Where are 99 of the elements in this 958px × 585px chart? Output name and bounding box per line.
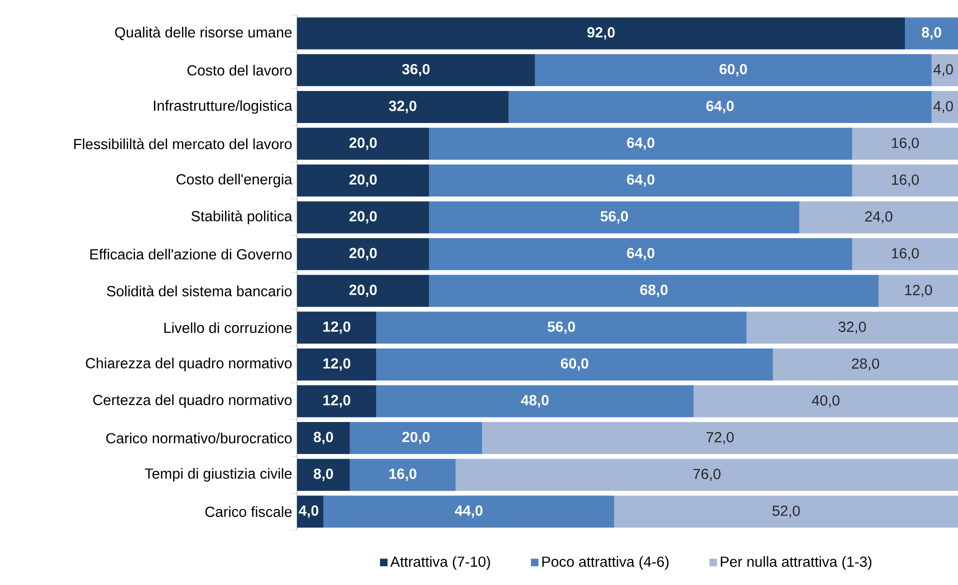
data-label: 20,0: [402, 432, 430, 444]
data-label: 64,0: [627, 248, 654, 260]
bar: [297, 496, 324, 528]
data-label: 8,0: [314, 432, 333, 444]
data-label: 4,0: [934, 100, 953, 114]
bar: [429, 201, 800, 234]
bar: [297, 201, 430, 234]
legend-label: Poco attrattiva (4-6): [542, 556, 669, 570]
bar: [297, 385, 376, 418]
data-label: 64,0: [627, 174, 654, 187]
data-label: 52,0: [772, 506, 800, 518]
y-tick-label: Stabilità politica: [191, 210, 292, 224]
data-label: 4,0: [934, 64, 953, 76]
bar: [482, 422, 958, 454]
bar: [297, 238, 430, 270]
data-label: 76,0: [693, 468, 720, 481]
bar: [456, 458, 958, 491]
data-label: 16,0: [389, 468, 416, 482]
y-tick-label: Costo del lavoro: [187, 64, 292, 76]
y-tick-label: Livello di corruzione: [164, 322, 292, 334]
bar: [746, 312, 958, 344]
bar: [350, 458, 456, 491]
bar: [905, 17, 958, 50]
data-label: 20,0: [349, 284, 377, 298]
y-tick-label: Carico normativo/burocratico: [106, 432, 292, 444]
y-tick-label: Infrastrutture/logistica: [154, 100, 292, 114]
bar: [852, 238, 958, 270]
data-label: 32,0: [388, 100, 416, 114]
bar: [852, 128, 958, 160]
y-tick-label: Flessibililtà del mercato del lavoro: [74, 138, 292, 150]
bar: [932, 90, 958, 123]
bar: [932, 54, 958, 86]
data-label: 44,0: [454, 505, 482, 518]
data-label: 12,0: [323, 358, 350, 371]
data-label: 92,0: [587, 27, 615, 40]
data-label: 32,0: [838, 322, 866, 334]
data-label: 12,0: [323, 321, 350, 334]
bar: [297, 312, 376, 344]
bar: [297, 348, 376, 380]
data-label: 48,0: [520, 395, 549, 408]
y-tick-label: Chiarezza del quadro normativo: [86, 358, 292, 372]
data-label: 20,0: [349, 138, 377, 150]
bar: [852, 164, 958, 197]
bar: [614, 496, 958, 528]
data-label: 36,0: [402, 64, 430, 76]
bar: [878, 274, 958, 307]
y-tick-label: Tempi di giustizia civile: [144, 468, 292, 482]
data-label: 20,0: [349, 211, 377, 224]
data-label: 40,0: [812, 395, 840, 408]
bar: [297, 54, 535, 86]
y-tick-label: Qualità delle risorse umane: [115, 26, 292, 40]
data-label: 64,0: [706, 100, 734, 114]
data-label: 12,0: [323, 395, 350, 408]
bar: [534, 54, 932, 86]
data-label: 64,0: [627, 138, 654, 150]
data-label: 12,0: [905, 284, 932, 297]
bar: [429, 238, 852, 270]
data-label: 56,0: [548, 321, 576, 334]
data-label: 16,0: [892, 174, 919, 187]
bar: [297, 164, 430, 197]
bar: [508, 90, 932, 123]
legend-label: Attrattiva (7-10): [390, 556, 490, 570]
data-label: 8,0: [314, 468, 333, 482]
data-label: 24,0: [865, 211, 892, 224]
bar: [799, 201, 958, 234]
data-label: 60,0: [720, 64, 747, 76]
y-tick-label: Certezza del quadro normativo: [93, 394, 292, 408]
data-label: 68,0: [640, 284, 668, 298]
y-tick-label: Costo dell'energia: [176, 174, 292, 188]
bar: [297, 128, 430, 160]
data-label: 20,0: [349, 248, 377, 260]
data-label: 28,0: [852, 358, 880, 371]
bar: [323, 496, 614, 528]
y-tick-label: Carico fiscale: [205, 506, 292, 517]
bar: [429, 274, 879, 307]
data-label: 56,0: [600, 211, 628, 224]
bar: [772, 348, 958, 380]
bar: [350, 422, 482, 454]
bar: [376, 385, 694, 418]
bar: [297, 90, 509, 123]
y-tick-label: Efficacia dell'azione di Governo: [90, 248, 292, 260]
data-label: 16,0: [892, 138, 919, 150]
bar: [429, 128, 852, 160]
bar: [297, 458, 350, 491]
bar: [297, 17, 906, 50]
data-label: 16,0: [892, 248, 919, 260]
data-label: 72,0: [706, 432, 734, 444]
data-label: 4,0: [298, 505, 318, 518]
bar: [694, 385, 958, 418]
bar: [429, 164, 852, 197]
y-tick-label: Solidità del sistema bancario: [106, 285, 292, 296]
data-label: 20,0: [349, 174, 377, 187]
bar: [376, 312, 746, 344]
bar: [297, 274, 430, 307]
legend-label: Per nulla attrattiva (1-3): [720, 556, 872, 570]
bar: [297, 422, 350, 454]
bar: [376, 348, 773, 380]
data-label: 60,0: [560, 358, 588, 371]
data-label: 8,0: [922, 27, 942, 40]
